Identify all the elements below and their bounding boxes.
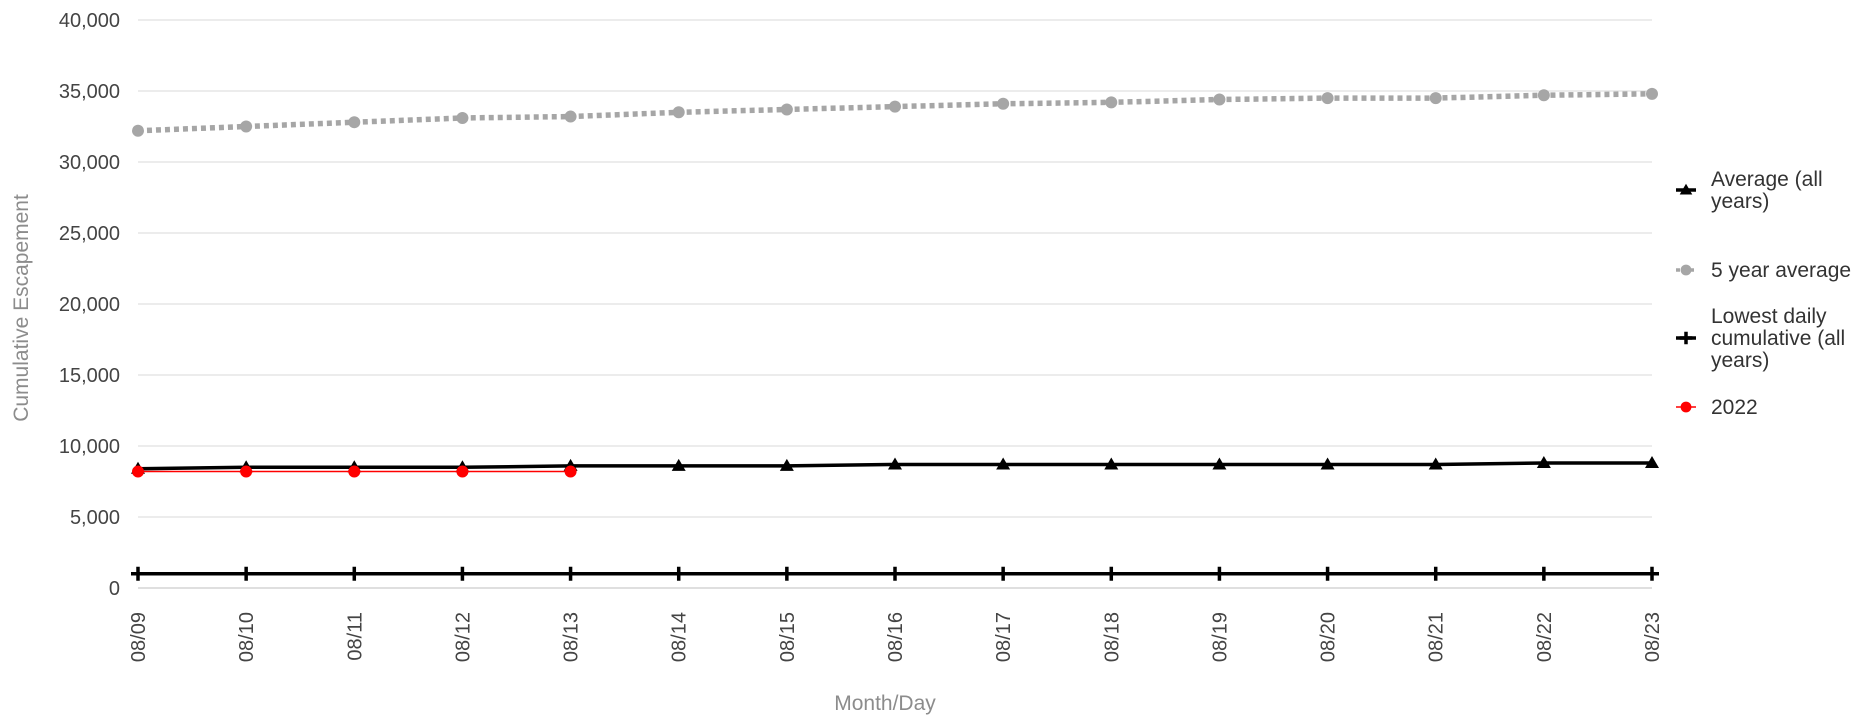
- data-point: [1213, 93, 1226, 106]
- data-point: [1646, 87, 1658, 100]
- data-point: [564, 465, 577, 478]
- y-tick-label: 40,000: [59, 10, 120, 32]
- legend-item: 2022: [1676, 396, 1758, 419]
- x-axis-title: Month/Day: [834, 692, 936, 715]
- data-point: [1536, 566, 1551, 581]
- y-tick-label: 0: [109, 578, 120, 600]
- axes: 0 5,000 10,000 15,000 20,000 25,000 30,000 35,0…: [59, 10, 1664, 662]
- data-point: [132, 124, 144, 137]
- data-point: [672, 106, 685, 119]
- series-3: [132, 465, 577, 478]
- data-point: [132, 465, 144, 478]
- data-point: [780, 103, 793, 116]
- data-point: [1105, 96, 1118, 109]
- x-tick-label: 08/12: [452, 612, 474, 662]
- data-point: [1104, 566, 1119, 581]
- x-tick-label: 08/14: [669, 612, 691, 662]
- data-point: [1680, 401, 1692, 413]
- x-tick-label: 08/13: [561, 612, 583, 662]
- y-tick-label: 15,000: [59, 365, 120, 387]
- data-point: [1212, 457, 1227, 470]
- x-tick-label: 08/16: [885, 612, 907, 662]
- x-tick-label: 08/22: [1534, 612, 1556, 662]
- legend-item: 5 year average: [1676, 259, 1851, 282]
- x-tick-label: 08/17: [993, 612, 1015, 662]
- data-point: [1645, 566, 1659, 581]
- x-tick-label: 08/23: [1642, 612, 1664, 662]
- series: [131, 87, 1659, 581]
- data-point: [1320, 566, 1335, 581]
- x-tick-label: 08/11: [344, 612, 366, 661]
- x-tick-label: 08/19: [1209, 612, 1231, 662]
- y-tick-label: 20,000: [59, 294, 120, 316]
- data-point: [1536, 456, 1551, 469]
- data-point: [456, 465, 469, 478]
- data-point: [1428, 566, 1443, 581]
- data-point: [1320, 457, 1335, 470]
- data-point: [564, 110, 577, 123]
- data-point: [1212, 566, 1227, 581]
- data-point: [456, 111, 469, 124]
- data-point: [779, 458, 794, 471]
- data-point: [131, 566, 145, 581]
- data-point: [671, 458, 686, 471]
- data-point: [1645, 456, 1659, 469]
- y-tick-label: 35,000: [59, 81, 120, 103]
- data-point: [348, 116, 361, 129]
- data-point: [889, 100, 901, 113]
- x-tick-label: 08/20: [1318, 612, 1340, 662]
- data-point: [240, 465, 253, 478]
- data-point: [996, 457, 1011, 470]
- data-point: [1321, 92, 1334, 105]
- legend-label: Lowest daily cumulative (all years): [1711, 305, 1845, 372]
- x-tick-label: 08/15: [777, 612, 799, 662]
- data-point: [1428, 457, 1443, 470]
- data-point: [1679, 183, 1693, 195]
- data-point: [671, 566, 686, 581]
- y-tick-label: 30,000: [59, 152, 120, 174]
- data-point: [997, 97, 1010, 110]
- y-axis-title: Cumulative Escapement: [10, 194, 33, 422]
- legend-label: 2022: [1711, 396, 1758, 419]
- data-point: [1679, 331, 1693, 345]
- data-point: [1429, 92, 1442, 105]
- data-point: [240, 120, 253, 133]
- x-tick-label: 08/10: [236, 612, 258, 662]
- data-point: [1104, 457, 1119, 470]
- data-point: [888, 566, 902, 581]
- data-point: [347, 566, 362, 581]
- data-point: [779, 566, 794, 581]
- data-point: [348, 465, 361, 478]
- x-tick-label: 08/21: [1426, 612, 1448, 662]
- x-tick-label: 08/09: [128, 612, 150, 662]
- series-2: [131, 566, 1659, 581]
- data-point: [1680, 264, 1692, 276]
- data-point: [996, 566, 1011, 581]
- y-tick-label: 25,000: [59, 223, 120, 245]
- gridlines: [138, 19, 1652, 589]
- series-1: [132, 87, 1658, 137]
- data-point: [888, 457, 902, 470]
- legend-item: Lowest daily cumulative (all years): [1676, 305, 1845, 372]
- data-point: [455, 566, 470, 581]
- x-tick-label: 08/18: [1101, 612, 1123, 662]
- data-point: [239, 566, 254, 581]
- legend-label: Average (all years): [1711, 168, 1823, 213]
- legend: Average (all years) 5 year average Lowest d…: [1676, 168, 1851, 419]
- y-tick-label: 10,000: [59, 436, 120, 458]
- legend-item: Average (all years): [1676, 168, 1823, 213]
- y-tick-label: 5,000: [70, 507, 120, 529]
- legend-label: 5 year average: [1711, 259, 1851, 282]
- data-point: [563, 566, 578, 581]
- data-point: [1537, 89, 1550, 102]
